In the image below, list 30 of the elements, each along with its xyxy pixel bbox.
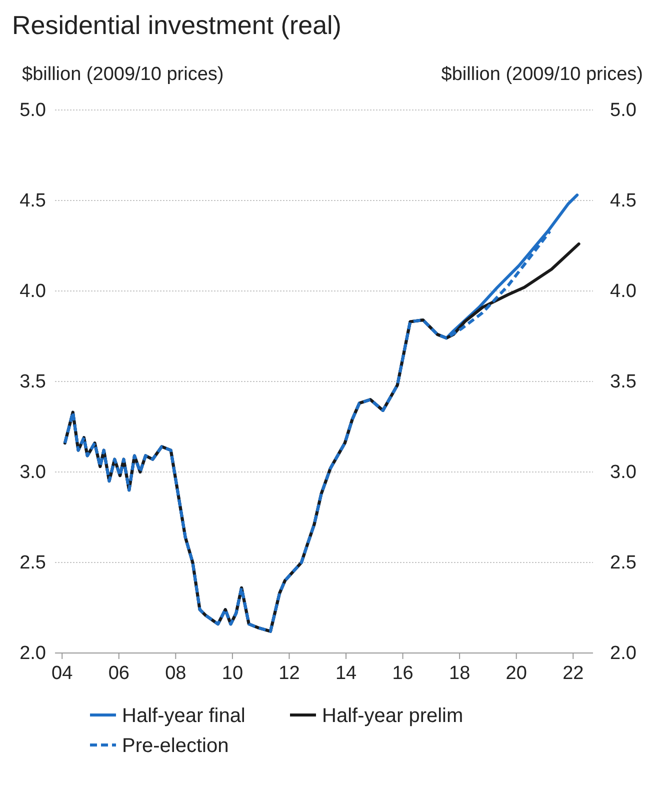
y-tick-label: 5.0 bbox=[20, 100, 46, 122]
x-tick-label: 20 bbox=[506, 663, 527, 684]
x-tick-label: 08 bbox=[165, 663, 186, 684]
y2-tick-label: 3.0 bbox=[610, 462, 636, 484]
y2-tick-label: 2.5 bbox=[610, 552, 636, 574]
legend-label: Pre-election bbox=[122, 735, 229, 757]
legend-label: Half-year prelim bbox=[322, 705, 464, 727]
y-tick-label: 4.5 bbox=[20, 190, 46, 212]
x-tick-label: 10 bbox=[222, 663, 244, 684]
y2-tick-label: 4.0 bbox=[610, 281, 636, 302]
x-tick-label: 04 bbox=[52, 663, 74, 684]
legend-label: Half-year final bbox=[122, 705, 246, 727]
y2-tick-label: 2.0 bbox=[610, 643, 636, 664]
y-tick-label: 3.5 bbox=[20, 372, 46, 393]
y2-tick-label: 3.5 bbox=[610, 372, 636, 393]
x-tick-label: 16 bbox=[392, 663, 414, 684]
y2-tick-label: 4.5 bbox=[610, 190, 636, 212]
x-tick-label: 22 bbox=[562, 663, 584, 684]
y2-tick-label: 5.0 bbox=[610, 100, 636, 122]
x-tick-label: 12 bbox=[278, 663, 300, 684]
chart-title: Residential investment (real) bbox=[12, 10, 342, 40]
x-tick-label: 18 bbox=[448, 663, 470, 684]
y-axis-title: $billion (2009/10 prices) bbox=[22, 64, 224, 85]
y-tick-label: 2.0 bbox=[20, 643, 46, 664]
x-tick-label: 14 bbox=[335, 663, 357, 684]
y2-axis-title: $billion (2009/10 prices) bbox=[441, 64, 643, 85]
y-tick-label: 4.0 bbox=[20, 281, 46, 302]
y-tick-label: 3.0 bbox=[20, 462, 46, 484]
x-tick-label: 06 bbox=[108, 663, 130, 684]
y-tick-label: 2.5 bbox=[20, 552, 46, 574]
